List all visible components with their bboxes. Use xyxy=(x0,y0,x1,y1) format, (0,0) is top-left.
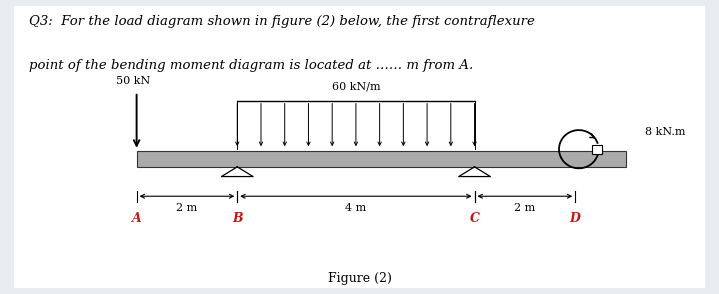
Text: 2 m: 2 m xyxy=(514,203,536,213)
Text: C: C xyxy=(470,212,480,225)
Text: D: D xyxy=(569,212,581,225)
Text: Figure (2): Figure (2) xyxy=(328,272,391,285)
Text: 8 kN.m: 8 kN.m xyxy=(646,126,686,137)
Text: 4 m: 4 m xyxy=(345,203,367,213)
Text: B: B xyxy=(232,212,242,225)
Text: A: A xyxy=(132,212,142,225)
Text: 60 kN/m: 60 kN/m xyxy=(331,82,380,92)
Bar xyxy=(592,145,602,153)
Text: 50 kN: 50 kN xyxy=(116,76,150,86)
Text: 2 m: 2 m xyxy=(176,203,198,213)
Text: point of the bending moment diagram is located at …… m from A.: point of the bending moment diagram is l… xyxy=(29,59,473,72)
Text: Q3:  For the load diagram shown in figure (2) below, the first contraflexure: Q3: For the load diagram shown in figure… xyxy=(29,15,535,28)
Bar xyxy=(137,151,626,167)
